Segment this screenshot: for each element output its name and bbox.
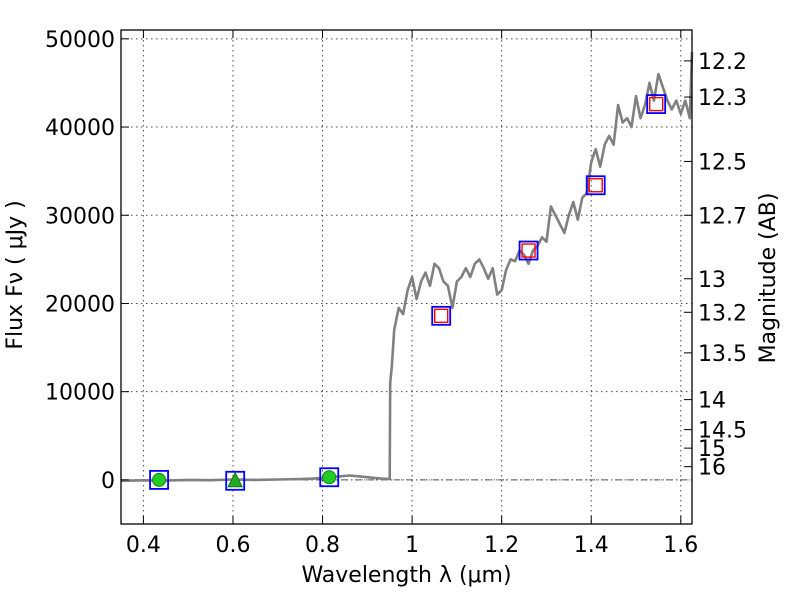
x-axis: 0.4 0.6 0.8 1 1.2 1.4 1.6	[126, 30, 698, 558]
y-tick-label: 40000	[45, 116, 115, 141]
x-tick-label: 1.6	[663, 533, 698, 558]
box-marker	[431, 305, 452, 326]
model-point-marker	[588, 178, 603, 193]
model-point-marker	[434, 308, 449, 324]
grid-lines	[121, 30, 692, 524]
box-marker	[518, 240, 539, 261]
y2-tick-label: 15	[698, 437, 726, 462]
y-tick-label: 30000	[45, 204, 115, 229]
photometry-markers	[149, 94, 667, 491]
photometry-circle-marker	[322, 470, 337, 485]
spectrum-line	[120, 52, 694, 483]
y2-tick-label: 13.2	[698, 301, 747, 326]
model-point-marker	[648, 96, 664, 112]
y2-tick-label: 12.3	[698, 86, 747, 111]
y2-axis-label: Magnitude (AB)	[756, 193, 781, 364]
box-marker	[646, 94, 667, 114]
y2-tick-label: 12.7	[698, 204, 747, 229]
y-tick-label: 20000	[45, 292, 115, 317]
x-tick-label: 1.4	[574, 533, 609, 558]
box-marker	[149, 469, 169, 490]
photometry-circle-marker	[152, 472, 167, 487]
y2-tick-label: 13.5	[698, 342, 747, 367]
y2-tick-label: 12.2	[698, 50, 747, 75]
y-axis-label: Flux Fν ( μJy )	[3, 200, 28, 349]
y2-tick-label: 12.5	[698, 150, 747, 175]
photometry-triangle-marker	[227, 471, 244, 488]
box-marker	[585, 175, 606, 196]
x-tick-label: 0.4	[126, 533, 161, 558]
y2-tick-label: 13	[698, 268, 726, 293]
y-axis-left: 0 10000 20000 30000 40000 50000	[45, 28, 129, 494]
box-marker	[225, 470, 246, 491]
y-tick-label: 0	[101, 469, 115, 494]
y-tick-label: 50000	[45, 28, 115, 53]
y2-tick-label: 14.5	[698, 419, 747, 444]
x-tick-label: 1.2	[484, 533, 519, 558]
box-marker	[319, 467, 340, 488]
model-point-marker	[521, 243, 536, 258]
x-tick-label: 1	[405, 533, 419, 558]
x-tick-label: 0.8	[305, 533, 340, 558]
y2-tick-label: 14	[698, 389, 726, 414]
y2-tick-label: 16	[698, 456, 726, 481]
x-axis-label: Wavelength λ (μm)	[301, 563, 511, 588]
plot-frame	[120, 29, 693, 525]
x-tick-label: 0.6	[215, 533, 250, 558]
y-tick-label: 10000	[45, 381, 115, 406]
